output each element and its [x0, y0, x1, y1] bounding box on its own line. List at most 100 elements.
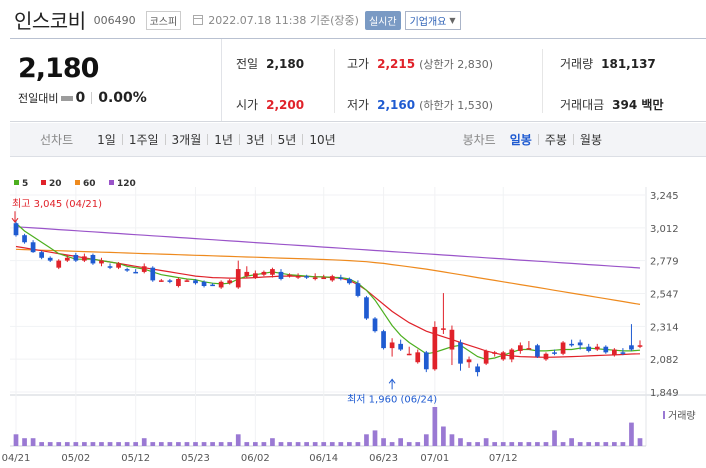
candle-body	[30, 242, 36, 253]
quote-stats: 전일 2,180 시가 2,200 고가 2,215 (상한가 2,830) 저…	[222, 39, 706, 121]
candle-body	[406, 353, 412, 356]
company-info-label: 기업개요	[409, 16, 447, 28]
volume-bar	[13, 434, 19, 446]
candle-body	[278, 271, 284, 279]
divider	[164, 134, 166, 145]
company-info-dropdown[interactable]: 기업개요 ▼	[404, 10, 461, 30]
candle-body	[312, 277, 318, 280]
candle-body	[116, 263, 121, 268]
x-tick-label: 04/21	[2, 453, 31, 464]
volume-bar	[107, 442, 113, 446]
tab-3m[interactable]: 3개월	[171, 133, 202, 147]
y-tick-label: 2,547	[650, 290, 679, 301]
candle-body	[475, 366, 480, 373]
divider	[334, 49, 335, 113]
x-tick-label: 06/23	[369, 453, 398, 464]
volume-bar	[535, 442, 540, 446]
tab-weekly[interactable]: 주봉	[544, 133, 567, 147]
x-tick-label: 05/12	[121, 453, 150, 464]
candle-body	[415, 352, 421, 363]
volume-bar	[492, 442, 498, 446]
divider	[91, 92, 93, 104]
volume-value: 181,137	[601, 57, 656, 71]
volume-bar	[620, 442, 626, 446]
x-tick-label: 06/14	[309, 453, 338, 464]
legend-label: 60	[83, 179, 96, 189]
volume-bar	[64, 442, 70, 446]
candle-body	[552, 352, 557, 354]
volume-bar	[364, 434, 369, 446]
divider	[542, 49, 543, 113]
volume-bar	[612, 442, 617, 446]
candle-body	[483, 350, 489, 364]
calendar-icon	[193, 15, 204, 25]
change-label: 전일대비	[18, 92, 59, 105]
volume-stat: 거래량 181,137	[560, 55, 656, 72]
tab-1d[interactable]: 1일	[97, 133, 116, 147]
volume-bar	[637, 438, 643, 446]
volume-bar	[552, 430, 557, 446]
x-tick-label: 07/12	[489, 453, 518, 464]
divider	[270, 134, 272, 145]
volume-bar	[543, 442, 549, 446]
flat-icon	[61, 95, 74, 101]
divider	[537, 134, 539, 145]
candle-body	[629, 345, 634, 350]
legend-swatch	[14, 180, 19, 185]
candle-body	[329, 276, 335, 281]
candle-body	[381, 331, 386, 349]
candle-body	[535, 345, 540, 357]
candle-body	[261, 271, 267, 275]
candle-body	[184, 280, 190, 282]
volume-bar	[244, 442, 250, 446]
divider	[302, 134, 304, 145]
volume-bar	[218, 442, 224, 446]
candle-body	[441, 328, 446, 330]
prev-close: 전일 2,180	[236, 55, 304, 72]
quote-panel: 2,180 전일대비 0 0.00% 전일 2,180 시가 2,200 고가 …	[10, 38, 706, 122]
x-tick-label: 07/01	[420, 453, 449, 464]
candle-body	[227, 280, 233, 284]
volume-bar	[509, 442, 515, 446]
candle-body	[73, 254, 79, 261]
realtime-button[interactable]: 실시간	[364, 10, 401, 30]
tab-1w[interactable]: 1주일	[128, 133, 159, 147]
candle-body	[193, 280, 198, 284]
price-chart: 3,245 3,012 2,779 2,547 2,314 2,082 1,849 04/21…	[2, 179, 706, 464]
legend-label: 20	[49, 179, 62, 189]
y-tick-label: 2,082	[650, 355, 679, 366]
candle-body	[82, 256, 87, 261]
candle-body	[637, 345, 643, 347]
volume-bar	[432, 407, 438, 446]
high-price: 고가 2,215 (상한가 2,830)	[347, 55, 493, 72]
low-price: 저가 2,160 (하한가 1,530)	[347, 96, 493, 113]
tab-5y[interactable]: 5년	[277, 133, 297, 147]
tab-10y[interactable]: 10년	[309, 133, 336, 147]
candle-body	[210, 284, 215, 287]
tab-3y[interactable]: 3년	[245, 133, 265, 147]
tab-monthly[interactable]: 월봉	[579, 133, 602, 147]
candle-body	[107, 266, 113, 268]
volume-bar	[381, 438, 386, 446]
volume-bar	[270, 438, 275, 446]
price-change: 전일대비 0 0.00%	[18, 90, 221, 106]
market-badge: 코스피	[145, 10, 182, 30]
volume-bar	[372, 430, 378, 446]
candle-body	[235, 269, 241, 288]
volume-bar	[347, 442, 352, 446]
tab-daily[interactable]: 일봉	[509, 133, 532, 147]
legend-label: 120	[117, 179, 136, 189]
x-tick-label: 06/02	[241, 453, 270, 464]
x-tick-label: 05/02	[61, 453, 90, 464]
candle-body	[364, 297, 369, 319]
volume-bar	[99, 442, 104, 446]
tab-1y[interactable]: 1년	[214, 133, 233, 147]
volume-bar	[90, 442, 96, 446]
stock-name: 인스코비	[14, 8, 86, 33]
candle-body	[270, 269, 275, 275]
current-price: 2,180	[18, 53, 99, 84]
volume-bar	[389, 442, 395, 446]
volume-bar	[441, 426, 446, 446]
legend-label: 5	[22, 179, 28, 189]
chart-period-tabs: 선차트 1일 1주일 3개월 1년 3년 5년 10년 봉차트 일봉 주봉 월봉	[10, 123, 706, 157]
